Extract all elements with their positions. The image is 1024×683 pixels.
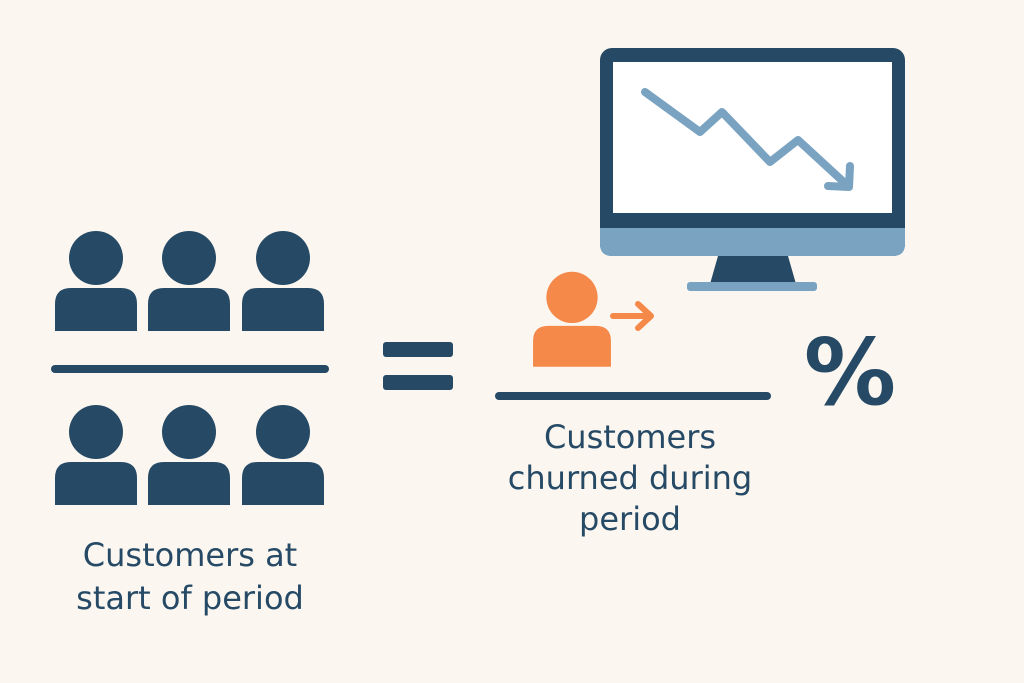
numerator-label-line: period [579,500,681,538]
monitor-icon [600,48,905,291]
fraction-bar-right [495,392,771,400]
customer-icons-bottom [55,405,324,505]
denominator-label-line: start of period [76,579,304,617]
numerator-label-line: Customers [544,418,716,456]
customer-icons-top [55,231,324,331]
numerator-label-line: churned during [508,459,752,497]
denominator-label-line: Customers at [83,536,297,574]
equals-sign [383,342,453,390]
churn-arrow [610,301,654,331]
fraction-bar-left [51,365,329,373]
percent-symbol: % [804,319,896,426]
